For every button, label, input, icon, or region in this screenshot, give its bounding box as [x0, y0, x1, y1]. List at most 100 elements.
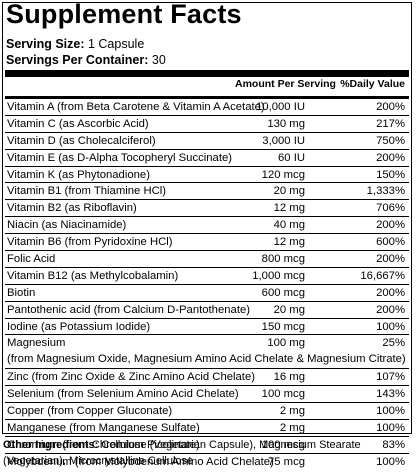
nutrient-daily-value: 100% [376, 320, 405, 333]
table-row: Vitamin E (as D-Alpha Tocopheryl Succina… [5, 150, 409, 167]
nutrient-daily-value: 100% [376, 455, 405, 468]
nutrient-name: Vitamin E (as D-Alpha Tocopheryl Succina… [7, 151, 232, 164]
supplement-facts-panel: Supplement Facts Serving Size: 1 Capsule… [2, 0, 412, 468]
table-row: Manganese (from Manganese Sulfate) 2 mg 10… [5, 420, 409, 438]
nutrient-amount: 16 mg [273, 371, 305, 384]
nutrient-daily-value: 200% [376, 303, 405, 316]
table-row: Vitamin K (as Phytonadione) 120 mcg 150% [5, 167, 409, 184]
nutrient-name: Vitamin D (as Cholecalciferol) [7, 134, 156, 147]
other-ingredients-label: Other Ingredients: [3, 439, 99, 451]
amount-header: Amount Per Serving [235, 78, 336, 90]
nutrient-amount: 100 mcg [261, 439, 305, 452]
thick-divider [5, 70, 409, 77]
table-row: Magnesium (from Magnesium Oxide, Magnesiu… [5, 335, 409, 370]
nutrient-amount: 120 mcg [261, 168, 305, 181]
nutrient-name: Manganese (from Manganese Sulfate) [7, 422, 200, 435]
table-row: Copper (from Copper Gluconate) 2 mg 100% [5, 403, 409, 421]
nutrient-daily-value: 25% [382, 337, 405, 350]
nutrient-daily-value: 100% [376, 405, 405, 418]
nutrient-amount: 2 mg [279, 422, 305, 435]
nutrient-name: Zinc (from Zinc Oxide & Zinc Amino Acid … [7, 371, 255, 384]
nutrient-amount: 12 mg [273, 236, 305, 249]
nutrient-name: Pantothenic acid (from Calcium D-Pantoth… [7, 303, 250, 316]
nutrient-name: Copper (from Copper Gluconate) [7, 405, 173, 418]
serving-size-label: Serving Size: [6, 37, 85, 51]
nutrient-amount: 800 mcg [261, 253, 305, 266]
nutrient-daily-value: 16,667% [360, 269, 405, 282]
nutrient-daily-value: 200% [376, 101, 405, 113]
nutrient-daily-value: 1,333% [366, 185, 405, 198]
nutrient-amount: 3,000 IU [262, 134, 305, 147]
nutrient-name: Vitamin B6 (from Pyridoxine HCl) [7, 236, 173, 249]
nutrient-name: Vitamin B2 (as Riboflavin) [7, 202, 137, 215]
nutrient-name: Magnesium [7, 337, 66, 350]
nutrient-name: Folic Acid [7, 253, 56, 266]
nutrient-name: Niacin (as Niacinamide) [7, 219, 127, 232]
table-row: Vitamin D (as Cholecalciferol) 3,000 IU 75… [5, 133, 409, 150]
header-divider [5, 96, 409, 99]
nutrient-name: Chromium (from Chromium Picolinate) [7, 439, 200, 452]
nutrient-amount: 130 mg [267, 117, 305, 130]
nutrient-daily-value: 217% [376, 117, 405, 130]
table-row: Zinc (from Zinc Oxide & Zinc Amino Acid … [5, 369, 409, 387]
nutrient-daily-value: 200% [376, 219, 405, 232]
servings-per-container: Servings Per Container: 30 [6, 53, 166, 67]
nutrient-amount: 2 mg [279, 405, 305, 418]
nutrient-daily-value: 100% [376, 422, 405, 435]
nutrient-name: Vitamin B1 (from Thiamine HCl) [7, 185, 167, 198]
table-row: Pantothenic acid (from Calcium D-Pantoth… [5, 302, 409, 319]
table-row: Biotin 600 mcg 200% [5, 285, 409, 302]
table-row: Vitamin B6 (from Pyridoxine HCl) 12 mg 600… [5, 234, 409, 252]
nutrient-daily-value: 200% [376, 151, 405, 164]
nutrient-name: Vitamin A (from Beta Carotene & Vitamin … [7, 101, 265, 113]
nutrient-name: Selenium (from Selenium Amino Acid Chela… [7, 388, 239, 401]
nutrient-amount: 100 mcg [261, 388, 305, 401]
serving-size: Serving Size: 1 Capsule [6, 37, 144, 51]
table-row: Chromium (from Chromium Picolinate) 100 m… [5, 437, 409, 454]
nutrient-amount: 20 mg [273, 303, 305, 316]
nutrient-daily-value: 83% [382, 439, 405, 452]
nutrient-table: Vitamin A (from Beta Carotene & Vitamin … [5, 99, 409, 471]
nutrient-daily-value: 750% [376, 134, 405, 147]
nutrient-source: (from Magnesium Oxide, Magnesium Amino A… [7, 353, 406, 366]
table-row: Selenium (from Selenium Amino Acid Chela… [5, 386, 409, 404]
table-row: Niacin (as Niacinamide) 40 mg 200% [5, 217, 409, 235]
nutrient-amount: 600 mcg [261, 286, 305, 299]
nutrient-daily-value: 200% [376, 253, 405, 266]
nutrient-amount: 20 mg [273, 185, 305, 198]
nutrient-amount: 40 mg [273, 219, 305, 232]
nutrient-amount: 75 mcg [267, 455, 305, 468]
nutrient-name: Vitamin B12 (as Methylcobalamin) [7, 269, 179, 282]
table-row: Vitamin B1 (from Thiamine HCl) 20 mg 1,333… [5, 183, 409, 201]
nutrient-amount: 150 mcg [261, 320, 305, 333]
panel-title: Supplement Facts [6, 0, 242, 29]
table-row: Vitamin C (as Ascorbic Acid) 130 mg 217% [5, 116, 409, 133]
table-row: Molybdenum (from Molybdenum Amino Acid C… [5, 454, 409, 471]
servings-per-container-value: 30 [151, 53, 166, 67]
table-row: Folic Acid 800 mcg 200% [5, 251, 409, 268]
nutrient-daily-value: 150% [376, 168, 405, 181]
nutrient-daily-value: 200% [376, 286, 405, 299]
nutrient-amount: 100 mg [267, 337, 305, 350]
nutrient-name: Vitamin K (as Phytonadione) [7, 168, 150, 181]
nutrient-daily-value: 107% [376, 371, 405, 384]
table-row: Vitamin B12 (as Methylcobalamin) 1,000 mc… [5, 268, 409, 285]
serving-size-value: 1 Capsule [87, 37, 145, 51]
other-ingredients: Other Ingredients: Cellulose (Vegetarian… [3, 437, 413, 469]
nutrient-daily-value: 600% [376, 236, 405, 249]
nutrient-name: Vitamin C (as Ascorbic Acid) [7, 117, 149, 130]
servings-per-container-label: Servings Per Container: [6, 53, 149, 67]
table-row: Vitamin A (from Beta Carotene & Vitamin … [5, 99, 409, 116]
nutrient-amount: 10,000 IU [256, 101, 305, 113]
table-row: Iodine (as Potassium Iodide) 150 mcg 100% [5, 319, 409, 336]
table-row: Vitamin B2 (as Riboflavin) 12 mg 706% [5, 200, 409, 218]
nutrient-amount: 1,000 mcg [252, 269, 305, 282]
nutrient-name: Molybdenum (from Molybdenum Amino Acid C… [7, 455, 274, 468]
daily-value-header: %Daily Value [340, 78, 405, 90]
nutrient-amount: 12 mg [273, 202, 305, 215]
nutrient-amount: 60 IU [277, 151, 305, 164]
nutrient-name: Iodine (as Potassium Iodide) [7, 320, 151, 333]
nutrient-daily-value: 143% [376, 388, 405, 401]
nutrient-daily-value: 706% [376, 202, 405, 215]
nutrient-name: Biotin [7, 286, 36, 299]
